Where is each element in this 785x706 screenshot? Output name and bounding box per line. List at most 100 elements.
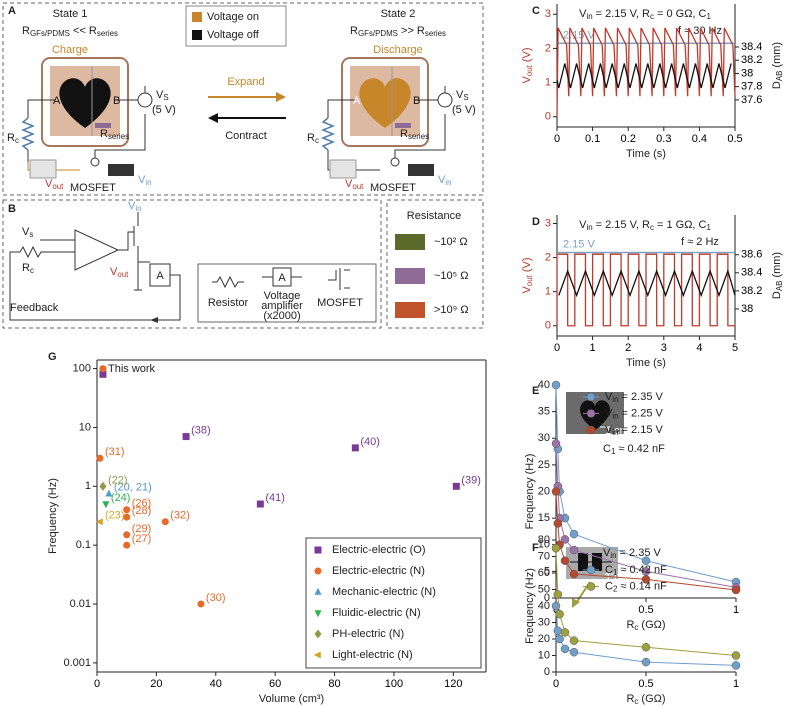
series-marker bbox=[553, 626, 563, 635]
text-part: R bbox=[100, 128, 108, 140]
text-part: f ≈ 2 Hz bbox=[681, 236, 719, 248]
panel-a-frame-shape bbox=[192, 12, 202, 22]
y-tick-label: 0 bbox=[545, 111, 551, 123]
series-marker bbox=[569, 569, 579, 579]
text-part: B bbox=[8, 203, 16, 215]
text-part: (29) bbox=[132, 523, 152, 535]
subscript: GFs/PDMS bbox=[358, 29, 398, 38]
text-part: D bbox=[771, 291, 783, 299]
resistor-label: Rseries bbox=[100, 128, 129, 141]
point bbox=[123, 506, 131, 514]
panel-a-frame-shape bbox=[2, 2, 484, 196]
point bbox=[99, 370, 107, 378]
subscript: series bbox=[108, 132, 129, 141]
subscript: out bbox=[525, 274, 534, 286]
legend-label: C1 ≈ 0.42 nF bbox=[605, 564, 667, 577]
subscript: c bbox=[315, 136, 319, 145]
text-part: = 2.15 V bbox=[619, 424, 664, 436]
text-part: Fluidic-electric (N) bbox=[332, 607, 421, 619]
subscript: AB bbox=[775, 281, 784, 292]
text-part: R bbox=[22, 25, 30, 37]
series-marker bbox=[551, 380, 561, 390]
series-marker bbox=[569, 647, 579, 657]
x-tick-label: 0.5 bbox=[727, 133, 742, 145]
series-marker bbox=[555, 634, 564, 644]
x-tick-label: 3 bbox=[661, 342, 667, 354]
text-part: V bbox=[156, 89, 164, 101]
y-tick-label: 20 bbox=[538, 633, 550, 645]
point-label: (22) bbox=[108, 474, 128, 486]
text-part: (39) bbox=[461, 474, 481, 486]
text-part: F bbox=[532, 542, 539, 554]
point bbox=[182, 433, 190, 441]
x-tick-label: 80 bbox=[328, 678, 340, 690]
x-axis-title: Rc (GΩ) bbox=[626, 693, 665, 706]
resistor-label: Rc bbox=[307, 132, 319, 145]
series-marker bbox=[560, 644, 570, 654]
text-part: (5 V) bbox=[152, 104, 176, 116]
text-part: (30) bbox=[206, 592, 226, 604]
x-tick-label: 0.4 bbox=[692, 133, 707, 145]
y-tick-label: 10 bbox=[538, 539, 550, 551]
resistor-label: Rc bbox=[7, 132, 19, 145]
y-tick-label: 30 bbox=[538, 616, 550, 628]
panel-b-circuit-shape bbox=[212, 275, 244, 289]
y-tick-label: 40 bbox=[538, 600, 550, 612]
resistance-swatch bbox=[395, 234, 425, 250]
x-tick-label: 0 bbox=[94, 678, 100, 690]
x-tick-label: 0.1 bbox=[585, 133, 600, 145]
series-marker bbox=[641, 575, 651, 584]
text-part: C bbox=[532, 5, 540, 17]
state-2-device-shape bbox=[359, 78, 411, 128]
subscript: in bbox=[612, 395, 618, 404]
text-part: State 1 bbox=[53, 8, 88, 20]
panel-a-frame-shape bbox=[185, 5, 287, 47]
point bbox=[102, 501, 110, 509]
text-part: C bbox=[605, 564, 613, 576]
state-1-device-shape bbox=[27, 99, 55, 118]
annotation: Vin = 2.15 V, Rc = 1 GΩ, C1 bbox=[579, 219, 711, 232]
state-1-device-shape bbox=[29, 159, 57, 179]
series-marker bbox=[551, 544, 561, 553]
text-part: V bbox=[110, 266, 118, 278]
text-part: R bbox=[350, 25, 358, 37]
arrow-label: Expand bbox=[227, 76, 264, 88]
y-tick-label: 15 bbox=[538, 512, 550, 524]
text-part: Light-electric (N) bbox=[332, 649, 413, 661]
text-part: D bbox=[771, 81, 783, 89]
y2-tick-label: 38 bbox=[741, 67, 753, 79]
text-part: (24) bbox=[111, 492, 131, 504]
subscript: 1 bbox=[613, 568, 618, 577]
subscript: out bbox=[117, 270, 129, 279]
annotation: Vin = 2.15 V, Rc = 0 GΩ, C1 bbox=[579, 8, 711, 21]
vin-label: Vin bbox=[438, 174, 452, 187]
text-part: G bbox=[48, 351, 57, 363]
legend-label: Vin = 2.15 V bbox=[605, 424, 664, 437]
legend-marker bbox=[314, 587, 322, 595]
subscript: 2 bbox=[613, 585, 617, 594]
text-part: (41) bbox=[265, 492, 285, 504]
text-part: amplifier bbox=[261, 300, 303, 312]
text-part: (26) bbox=[132, 498, 152, 510]
series-marker bbox=[560, 628, 570, 637]
y-tick-label: 40 bbox=[538, 379, 550, 391]
point-label: (20, 21) bbox=[114, 482, 152, 494]
text-part: (40) bbox=[360, 436, 380, 448]
x-tick-label: 60 bbox=[269, 678, 281, 690]
subscript: AB bbox=[775, 71, 784, 82]
series-marker bbox=[560, 535, 570, 544]
subscript: out bbox=[352, 182, 364, 191]
y-tick-label: 2 bbox=[545, 42, 551, 54]
x-tick-label: 0.2 bbox=[621, 133, 636, 145]
text-part: R bbox=[626, 693, 634, 705]
legend-box bbox=[305, 537, 482, 669]
vout-label: Vout bbox=[110, 266, 129, 279]
point bbox=[99, 481, 107, 491]
series-marker bbox=[553, 590, 563, 599]
y-tick-label: 20 bbox=[538, 485, 550, 497]
text-part: R bbox=[307, 132, 315, 144]
text-part: V bbox=[521, 76, 533, 84]
state-1-device-shape bbox=[41, 57, 129, 147]
state-1-device-shape bbox=[94, 114, 146, 158]
